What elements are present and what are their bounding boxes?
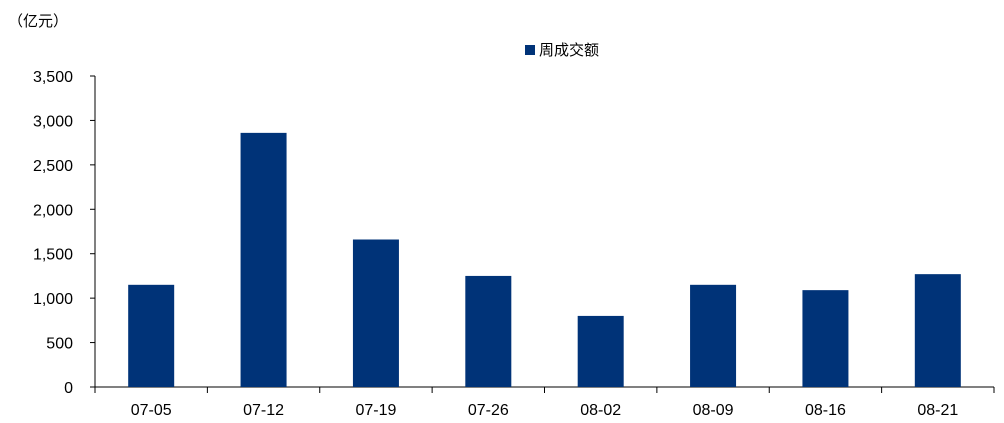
x-tick-labels: 07-05 07-12 07-19 07-26 08-02 08-09 08-16 08-21 [131, 402, 959, 419]
bar-07-05 [128, 284, 175, 387]
legend-swatch [525, 44, 535, 55]
axes [90, 75, 995, 393]
y-axis-unit-label: （亿元） [8, 12, 69, 30]
bar-08-09 [690, 284, 737, 387]
bar-08-16 [802, 290, 849, 387]
y-tick-label: 2,000 [33, 202, 73, 219]
legend: 周成交额 [525, 39, 599, 60]
x-tick-label: 08-16 [805, 402, 846, 419]
bars [128, 132, 961, 387]
x-tick-label: 07-05 [131, 402, 172, 419]
x-tick-label: 08-21 [917, 402, 958, 419]
bar-08-21 [914, 274, 961, 387]
bar-07-19 [352, 239, 399, 387]
x-tick-label: 07-26 [468, 402, 509, 419]
x-tick-label: 08-09 [693, 402, 734, 419]
y-tick-label: 3,000 [33, 113, 73, 130]
y-tick-labels: 0 500 1,000 1,500 2,000 2,500 3,000 3,500 [33, 69, 73, 397]
bar-08-02 [577, 315, 624, 387]
legend-label: 周成交额 [539, 41, 600, 59]
y-tick-label: 3,500 [33, 69, 73, 86]
x-tick-label: 08-02 [580, 402, 621, 419]
bar-07-26 [465, 275, 512, 387]
y-tick-label: 0 [64, 380, 73, 397]
x-tick-label: 07-19 [355, 402, 396, 419]
y-tick-label: 1,000 [33, 291, 73, 308]
x-tick-label: 07-12 [243, 402, 284, 419]
bar-07-12 [240, 132, 287, 387]
y-tick-label: 2,500 [33, 158, 73, 175]
y-tick-label: 500 [46, 336, 73, 353]
y-tick-label: 1,500 [33, 247, 73, 264]
